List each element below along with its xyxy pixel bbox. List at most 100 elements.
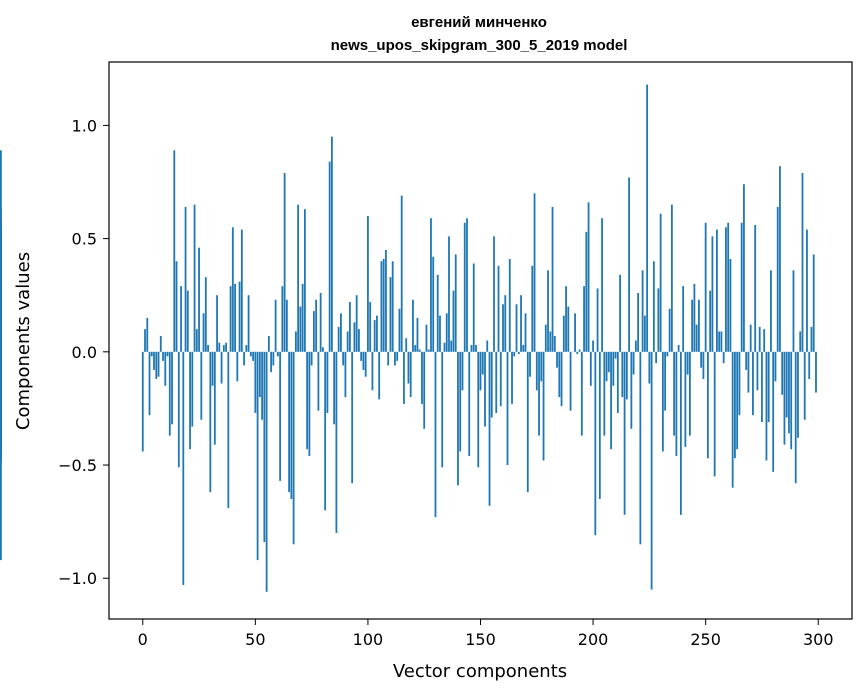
bar-14 — [173, 150, 176, 352]
bar-192 — [574, 313, 576, 352]
bar-147 — [472, 263, 475, 352]
bar-123 — [418, 349, 421, 352]
bar-45 — [243, 351, 245, 366]
bar-37 — [225, 342, 227, 352]
bar-54 — [263, 351, 266, 543]
bar-290 — [794, 351, 797, 484]
bar-229 — [657, 288, 660, 352]
bar-281 — [774, 351, 777, 382]
y-axis-ticks: −1.0 −0.5 0.0 0.5 1.0 — [58, 116, 109, 588]
bar-57 — [270, 351, 273, 373]
bar-101 — [369, 302, 372, 352]
bar-273 — [756, 351, 759, 391]
bar-50 — [254, 351, 257, 413]
bar-236 — [673, 351, 676, 436]
bar-252 — [709, 290, 712, 352]
bar-114 — [398, 308, 401, 352]
bar-232 — [664, 351, 667, 411]
bar-283 — [779, 166, 781, 352]
y-tick-label: 0.5 — [72, 230, 97, 249]
bar-48 — [249, 351, 252, 357]
bar-141 — [459, 351, 462, 452]
bar-173 — [531, 265, 534, 352]
bar-28 — [204, 277, 207, 352]
x-axis-label: Vector components — [393, 661, 567, 682]
bar-99 — [364, 351, 367, 377]
bar-298 — [812, 254, 815, 352]
bar-44 — [240, 229, 243, 352]
bar-104 — [376, 315, 378, 352]
bar-6 — [155, 351, 158, 379]
bar-201 — [594, 351, 597, 536]
bar-175 — [535, 351, 538, 391]
bar-85 — [333, 351, 336, 425]
bar-178 — [542, 351, 545, 461]
bar-151 — [481, 351, 484, 375]
bar-167 — [517, 351, 520, 355]
x-tick-label: 150 — [465, 630, 496, 649]
bar-49 — [252, 351, 254, 361]
bar-209 — [612, 351, 615, 386]
bar-181 — [549, 331, 552, 352]
bar-113 — [396, 351, 399, 361]
bar-125 — [423, 351, 426, 429]
bar-24 — [195, 329, 198, 352]
bar-32 — [213, 351, 216, 445]
bar-38 — [227, 351, 230, 509]
bar-261 — [729, 258, 732, 352]
bar-247 — [698, 299, 700, 352]
bar-295 — [806, 229, 808, 352]
bar-93 — [351, 351, 354, 484]
bar-259 — [725, 227, 727, 352]
bar-82 — [326, 351, 329, 413]
bar-280 — [772, 351, 775, 472]
bar-266 — [740, 222, 743, 352]
bar-56 — [267, 335, 270, 352]
bar-129 — [432, 256, 435, 352]
bar-111 — [391, 261, 394, 352]
bar-96 — [358, 329, 360, 352]
bar-299 — [815, 351, 817, 393]
y-tick-label: 1.0 — [72, 116, 97, 135]
bar-206 — [605, 351, 608, 382]
bar-124 — [421, 351, 423, 404]
bar-189 — [567, 306, 570, 352]
bar-133 — [441, 351, 444, 468]
bar-158 — [497, 265, 500, 352]
bar-132 — [439, 315, 441, 352]
bar-230 — [659, 213, 662, 352]
bar-270 — [749, 324, 752, 352]
bar-291 — [797, 351, 799, 438]
bar-100 — [367, 215, 369, 352]
bar-8 — [159, 335, 162, 352]
bar-108 — [385, 249, 387, 352]
bar-20 — [186, 290, 189, 352]
bar-110 — [389, 277, 392, 352]
bar-3 — [148, 351, 151, 416]
bar-51 — [256, 351, 259, 561]
bar-176 — [538, 351, 540, 436]
bar-81 — [324, 351, 327, 511]
bar-183 — [553, 335, 556, 352]
bar-77 — [315, 299, 318, 352]
bar-254 — [713, 351, 716, 477]
bar-59 — [274, 299, 277, 352]
bar-195 — [580, 351, 583, 436]
bar-143 — [463, 222, 466, 352]
bar-30 — [209, 351, 212, 493]
bar-55 — [265, 351, 268, 592]
bar-22 — [191, 351, 194, 427]
bar-undefined — [0, 252, 2, 352]
bar-39 — [229, 286, 232, 352]
bar-235 — [670, 204, 673, 352]
bar-10 — [164, 351, 167, 386]
bar-139 — [454, 254, 457, 352]
bar-214 — [623, 351, 626, 515]
bar-218 — [632, 351, 635, 375]
bar-86 — [335, 351, 338, 533]
bar-220 — [637, 292, 640, 352]
bar-282 — [776, 206, 779, 352]
chart-title: евгений минченко — [411, 14, 547, 31]
bar-142 — [461, 351, 464, 391]
bar-97 — [360, 351, 363, 361]
